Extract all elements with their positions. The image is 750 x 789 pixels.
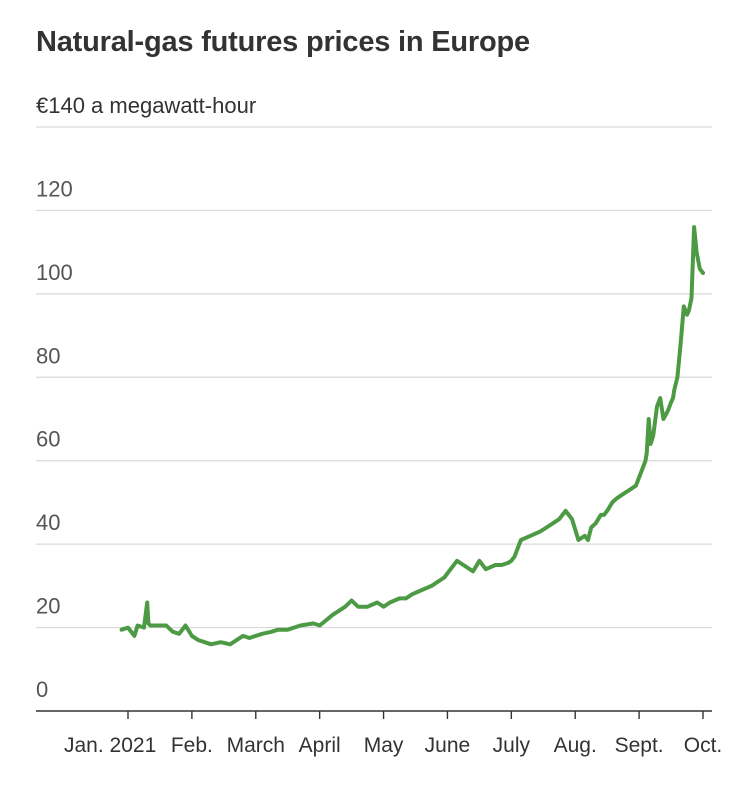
y-tick-label: 0: [36, 677, 48, 702]
series: [119, 225, 705, 647]
y-tick-label: 100: [36, 260, 73, 285]
y-tick-labels: 0 20 40 60 80 100 120 €140 a megawatt-hour: [36, 93, 256, 702]
y-tick-label: 60: [36, 427, 60, 452]
x-tick-label: April: [299, 734, 341, 757]
x-tick-label: June: [425, 734, 471, 757]
y-tick-label: 20: [36, 594, 60, 619]
x-tick-label: July: [493, 734, 531, 757]
y-tick-label: 80: [36, 343, 60, 368]
x-tick-label: Sept.: [615, 734, 664, 757]
x-tick-label: Jan. 2021: [64, 734, 156, 757]
x-axis: Jan. 2021 Feb. March April May June July Aug. Se…: [36, 710, 723, 757]
x-tick-label: Feb.: [171, 734, 213, 757]
y-tick-label: 40: [36, 510, 60, 535]
x-tick-label: Oct.: [684, 734, 723, 757]
x-tick-label: Aug.: [554, 734, 597, 757]
chart-title: Natural-gas futures prices in Europe: [36, 26, 530, 58]
y-tick-label: 120: [36, 176, 73, 201]
x-tick-label: March: [227, 734, 285, 757]
y-axis-unit-label: €140 a megawatt-hour: [36, 93, 256, 118]
price-line: [119, 225, 705, 647]
x-tick-label: May: [364, 734, 404, 757]
gridlines: [36, 126, 712, 629]
